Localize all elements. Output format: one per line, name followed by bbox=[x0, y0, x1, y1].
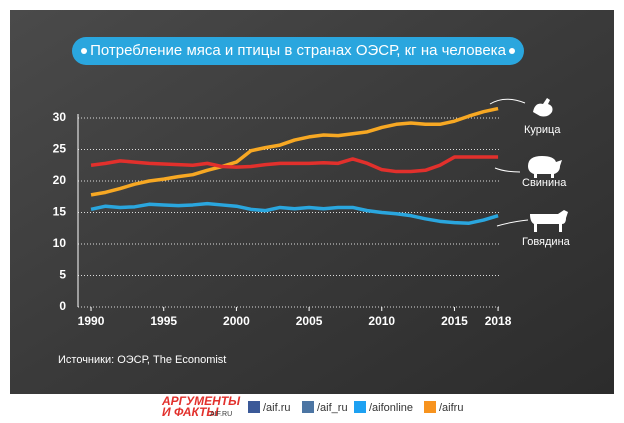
social-link[interactable]: /aifonline bbox=[369, 402, 413, 414]
social-icon bbox=[354, 401, 366, 413]
y-tick-label: 0 bbox=[59, 299, 66, 313]
logo-site: AIF.RU bbox=[210, 411, 232, 418]
title-dot bbox=[509, 48, 515, 54]
social-link[interactable]: /aif.ru bbox=[263, 402, 291, 414]
x-tick-label: 2015 bbox=[441, 314, 468, 328]
logo-text: И ФАКТЫ bbox=[162, 405, 219, 419]
y-tick-label: 10 bbox=[53, 236, 67, 250]
series-label: Говядина bbox=[522, 236, 571, 248]
chart-title: Потребление мяса и птицы в странах ОЭСР,… bbox=[90, 42, 506, 59]
y-tick-label: 15 bbox=[53, 205, 67, 219]
source: Источники: ОЭСР, The Economist bbox=[58, 354, 226, 366]
title-pill bbox=[72, 37, 524, 65]
x-tick-label: 2005 bbox=[296, 314, 323, 328]
social-icon bbox=[302, 401, 314, 413]
social-link[interactable]: /aif_ru bbox=[317, 402, 348, 414]
arrow bbox=[494, 167, 521, 173]
social-link[interactable]: /aifru bbox=[439, 402, 463, 414]
series-line bbox=[90, 155, 499, 174]
social-icon bbox=[424, 401, 436, 413]
series-line bbox=[90, 106, 499, 197]
cow-icon bbox=[530, 210, 568, 232]
y-tick-label: 5 bbox=[59, 268, 66, 282]
title-dot bbox=[81, 48, 87, 54]
social-icon bbox=[248, 401, 260, 413]
y-tick-label: 30 bbox=[53, 110, 67, 124]
arrow bbox=[496, 219, 529, 227]
series-line bbox=[90, 201, 499, 225]
background bbox=[10, 10, 614, 394]
chicken-icon bbox=[533, 98, 553, 117]
y-tick-label: 20 bbox=[53, 173, 67, 187]
y-tick-label: 25 bbox=[53, 142, 67, 156]
x-tick-label: 1990 bbox=[78, 314, 105, 328]
arrow bbox=[489, 98, 526, 105]
series-label: Курица bbox=[524, 124, 561, 136]
x-tick-label: 2010 bbox=[368, 314, 395, 328]
series-label: Свинина bbox=[522, 177, 567, 189]
x-tick-label: 2018 bbox=[485, 314, 512, 328]
pig-icon bbox=[528, 156, 562, 178]
x-tick-label: 2000 bbox=[223, 314, 250, 328]
logo-text: АРГУМЕНТЫ bbox=[161, 394, 241, 408]
x-tick-label: 1995 bbox=[150, 314, 177, 328]
logo: АРГУМЕНТЫ И ФАКТЫ AIF.RU bbox=[161, 394, 241, 419]
